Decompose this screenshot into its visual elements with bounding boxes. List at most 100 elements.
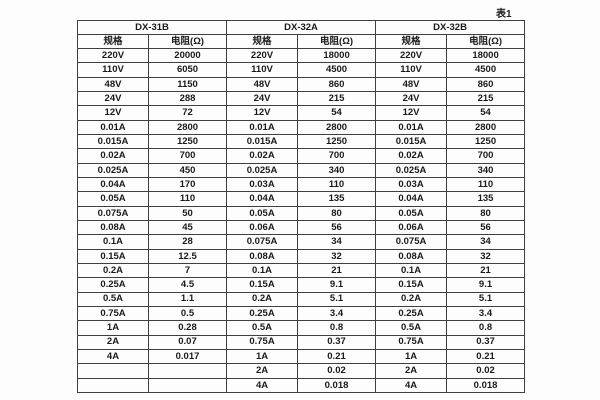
spec-cell: 1A <box>375 348 448 365</box>
spec-cell: 0.015A <box>77 133 149 150</box>
column-header-resistance: 电阻(Ω) <box>297 34 377 49</box>
resistance-cell: 20000 <box>147 47 228 64</box>
table-row: 4A 0.017 1A 0.21 1A 0.21 <box>77 348 526 365</box>
resistance-cell: 0.21 <box>446 348 526 365</box>
spec-cell: 0.01A <box>375 119 448 135</box>
spec-cell: 0.03A <box>375 176 448 193</box>
resistance-cell: 135 <box>446 191 526 207</box>
resistance-cell: 0.28 <box>147 320 228 336</box>
resistance-cell: 56 <box>446 219 526 236</box>
resistance-cell: 18000 <box>446 47 526 64</box>
resistance-cell: 0.02 <box>297 363 377 379</box>
resistance-cell: 1.1 <box>147 291 228 307</box>
resistance-cell: 0.07 <box>147 334 228 350</box>
spec-cell: 0.075A <box>77 205 149 221</box>
spec-cell: 0.02A <box>226 148 299 164</box>
resistance-cell: 340 <box>297 162 377 178</box>
spec-cell <box>77 363 149 379</box>
spec-cell: 0.03A <box>226 176 299 193</box>
resistance-cell: 450 <box>147 162 228 178</box>
resistance-cell: 50 <box>147 205 228 221</box>
table-row: 0.08A 45 0.06A 56 0.06A 56 <box>77 219 526 236</box>
resistance-cell: 34 <box>446 234 526 250</box>
table-row: 0.075A 50 0.05A 80 0.05A 80 <box>77 205 526 221</box>
spec-cell: 2A <box>226 363 299 379</box>
resistance-cell: 56 <box>297 219 377 236</box>
resistance-cell: 0.5 <box>147 305 228 322</box>
table-row: 2A 0.02 2A 0.02 <box>77 363 526 379</box>
spec-cell: 0.02A <box>77 148 149 164</box>
resistance-cell: 0.8 <box>297 320 377 336</box>
resistance-cell: 1250 <box>297 133 377 150</box>
spec-cell: 110V <box>77 62 149 78</box>
resistance-cell: 72 <box>147 105 228 121</box>
resistance-cell: 4.5 <box>147 277 228 293</box>
column-header-spec: 规格 <box>77 34 149 49</box>
spec-cell: 0.075A <box>375 234 448 250</box>
spec-cell: 0.05A <box>226 205 299 221</box>
table-row: 0.025A 450 0.025A 340 0.025A 340 <box>77 162 526 178</box>
spec-cell: 0.2A <box>77 262 149 279</box>
table-row: 220V 20000 220V 18000 220V 18000 <box>77 47 526 64</box>
column-header-spec: 规格 <box>226 34 299 49</box>
spec-cell: 0.1A <box>375 262 448 279</box>
resistance-cell: 700 <box>297 148 377 164</box>
spec-cell: 0.08A <box>77 219 149 236</box>
spec-cell: 0.25A <box>226 305 299 322</box>
group-header-row: DX-31B DX-32A DX-32B <box>76 20 526 35</box>
spec-cell: 110V <box>375 62 448 78</box>
resistance-cell: 1150 <box>147 76 228 92</box>
resistance-cell: 0.37 <box>297 334 377 350</box>
spec-cell: 0.04A <box>375 191 448 207</box>
resistance-cell <box>147 363 228 379</box>
table-row: 0.2A 7 0.1A 21 0.1A 21 <box>77 262 526 279</box>
table-row: 24V 288 24V 215 24V 215 <box>77 90 526 107</box>
spec-cell: 4A <box>375 377 448 394</box>
spec-cell: 220V <box>226 47 299 64</box>
spec-cell: 0.01A <box>226 119 299 135</box>
group-header-dx32a: DX-32A <box>226 20 377 35</box>
resistance-cell: 80 <box>297 205 377 221</box>
column-header-resistance: 电阻(Ω) <box>147 34 228 49</box>
spec-cell: 0.25A <box>77 277 149 293</box>
spec-cell: 0.015A <box>226 133 299 150</box>
spec-cell: 0.06A <box>375 219 448 236</box>
spec-cell: 0.5A <box>77 291 149 307</box>
resistance-cell: 3.4 <box>297 305 377 322</box>
spec-cell: 1A <box>226 348 299 365</box>
table-row: 0.75A 0.5 0.25A 3.4 0.25A 3.4 <box>77 305 526 322</box>
resistance-cell: 54 <box>297 105 377 121</box>
table-row: 0.15A 12.5 0.08A 32 0.08A 32 <box>77 248 526 264</box>
spec-cell: 0.5A <box>375 320 448 336</box>
resistance-cell: 215 <box>446 90 526 107</box>
resistance-cell: 110 <box>446 176 526 193</box>
spec-cell: 110V <box>226 62 299 78</box>
spec-cell: 0.75A <box>226 334 299 350</box>
resistance-cell: 0.018 <box>297 377 377 394</box>
spec-cell: 0.04A <box>77 176 149 193</box>
spec-cell: 48V <box>226 76 299 92</box>
resistance-cell: 45 <box>147 219 228 236</box>
resistance-cell: 0.8 <box>446 320 526 336</box>
spec-cell: 0.04A <box>226 191 299 207</box>
resistance-cell: 2800 <box>147 119 228 135</box>
spec-cell <box>77 377 149 394</box>
resistance-cell <box>147 377 228 394</box>
resistance-cell: 700 <box>446 148 526 164</box>
spec-cell: 0.02A <box>375 148 448 164</box>
resistance-cell: 32 <box>297 248 377 264</box>
spec-cell: 0.075A <box>226 234 299 250</box>
resistance-cell: 9.1 <box>297 277 377 293</box>
spec-cell: 0.2A <box>226 291 299 307</box>
resistance-cell: 0.018 <box>446 377 526 394</box>
resistance-cell: 215 <box>297 90 377 107</box>
resistance-cell: 9.1 <box>446 277 526 293</box>
resistance-cell: 0.017 <box>147 348 228 365</box>
spec-cell: 0.06A <box>226 219 299 236</box>
spec-cell: 1A <box>77 320 149 336</box>
resistance-cell: 18000 <box>297 47 377 64</box>
spec-cell: 0.01A <box>77 119 149 135</box>
spec-cell: 24V <box>375 90 448 107</box>
table-row: 0.04A 170 0.03A 110 0.03A 110 <box>77 176 526 193</box>
resistance-cell: 21 <box>297 262 377 279</box>
